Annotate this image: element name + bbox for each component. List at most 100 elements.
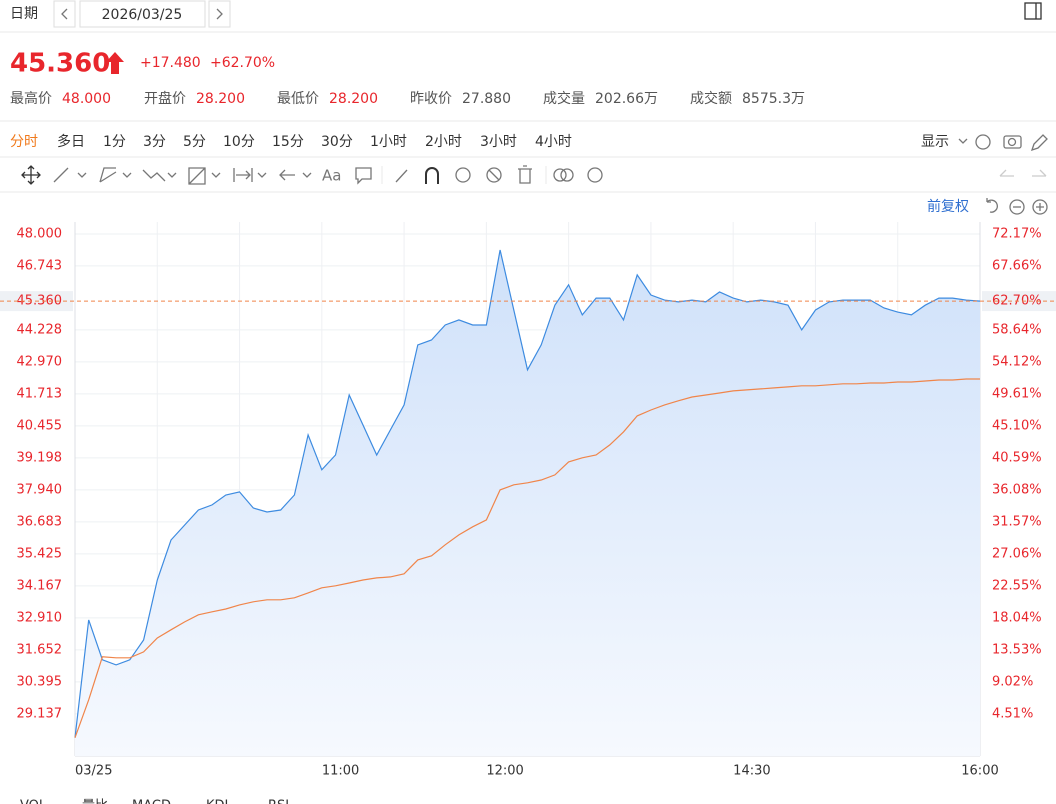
settings-icon[interactable] xyxy=(975,134,991,150)
tool-settings[interactable] xyxy=(587,167,603,183)
y-tick-label: 36.683 xyxy=(17,514,63,529)
y2-tick-label: 9.02% xyxy=(992,674,1033,689)
y2-tick-label: 49.61% xyxy=(992,386,1042,401)
reset-icon[interactable] xyxy=(986,198,998,213)
y2-tick-label: 54.12% xyxy=(992,354,1042,369)
redo[interactable] xyxy=(1032,169,1047,177)
pen-tool[interactable] xyxy=(395,169,408,183)
stat-label: 最低价 xyxy=(277,91,319,107)
up-arrow xyxy=(106,52,124,74)
zoom-out[interactable] xyxy=(1009,199,1025,215)
y-tick-label: 48.000 xyxy=(17,226,63,241)
chart: 48.000 46.743 45.360 44.228 42.970 41.713 40.4… xyxy=(0,222,1056,779)
period-tab[interactable]: 4小时 xyxy=(535,134,572,150)
period-tab[interactable]: 1小时 xyxy=(370,134,407,150)
y2-tick-label: 36.08% xyxy=(992,482,1042,497)
date: 2026/03/25 xyxy=(102,7,183,23)
period-tab[interactable]: 1分 xyxy=(103,134,126,150)
indicator-tab[interactable]: MACD xyxy=(132,799,171,804)
y-tick-label: 35.425 xyxy=(17,546,63,561)
magnet-tool[interactable] xyxy=(425,167,439,184)
arrow-tool[interactable] xyxy=(279,169,295,181)
stat-value: 27.880 xyxy=(462,91,511,107)
period-tab[interactable]: 15分 xyxy=(272,134,304,150)
drawing-tools: Aa xyxy=(21,165,1047,185)
camera-lens xyxy=(1007,137,1017,147)
y2-tick-label: 45.10% xyxy=(992,418,1042,433)
indicator-tab[interactable]: 量比 xyxy=(82,799,108,804)
period-tab[interactable]: 3小时 xyxy=(480,134,517,150)
lock-tool[interactable] xyxy=(455,167,471,183)
stats: 最高价 48.000 开盘价 28.200 最低价 28.200 昨收价 27.880 成交量 2… xyxy=(10,90,805,107)
panel-toggle[interactable] xyxy=(1024,2,1042,20)
period-tab[interactable]: 多日 xyxy=(57,133,85,150)
stat-value: 28.200 xyxy=(196,91,245,107)
y2-tick-label: 58.64% xyxy=(992,322,1042,337)
plus xyxy=(1036,203,1044,211)
stat-label: 成交额 xyxy=(690,90,732,107)
period-tab[interactable]: 30分 xyxy=(321,134,353,150)
period-tab[interactable]: 3分 xyxy=(143,134,166,150)
stat-label: 成交量 xyxy=(543,90,585,107)
indicator-tab[interactable]: VOL xyxy=(20,799,47,804)
stat-label: 昨收价 xyxy=(410,91,452,107)
chevron xyxy=(958,138,968,144)
x-tick-label: 11:00 xyxy=(322,764,359,779)
compare-tool[interactable] xyxy=(553,168,567,182)
indicator-tab[interactable]: KDJ xyxy=(206,799,228,804)
chevron xyxy=(211,172,221,178)
line-tool[interactable] xyxy=(53,167,69,183)
period-tab[interactable]: 2小时 xyxy=(425,134,462,150)
y2-tick-label: 22.55% xyxy=(992,578,1042,593)
y-tick-label: 37.940 xyxy=(17,482,63,497)
delete-tool[interactable] xyxy=(518,165,532,184)
indicator-tabs: VOL 量比 MACD KDJ RSI xyxy=(20,799,289,804)
chevron xyxy=(302,172,312,178)
prev-day[interactable] xyxy=(53,0,76,28)
y2-tick-label: 31.57% xyxy=(992,514,1042,529)
note-tool[interactable] xyxy=(355,167,372,185)
prev-arrow xyxy=(61,8,68,20)
y2-tick-label: 67.66% xyxy=(992,258,1042,273)
average-line xyxy=(74,378,980,738)
price-line xyxy=(74,249,981,738)
stat-value: 28.200 xyxy=(329,91,378,107)
camera-icon[interactable] xyxy=(1003,135,1022,149)
adjust-mode[interactable]: 前复权 xyxy=(927,198,969,215)
channel-tool[interactable] xyxy=(99,167,117,183)
chevron xyxy=(167,172,177,178)
date-box[interactable] xyxy=(79,0,206,28)
text-tool[interactable]: Aa xyxy=(322,167,341,185)
measure-tool[interactable] xyxy=(233,168,253,182)
date-label: 日期 xyxy=(10,6,38,22)
zoom-in[interactable] xyxy=(1032,199,1048,215)
hide-tool[interactable] xyxy=(486,167,502,183)
y-tick-label: 32.910 xyxy=(17,610,63,625)
wave-tool[interactable] xyxy=(142,169,166,182)
move-tool[interactable] xyxy=(21,165,41,185)
fib-tool[interactable] xyxy=(188,167,206,185)
x-tick-label: 14:30 xyxy=(733,764,770,779)
indicator-tab[interactable]: RSI xyxy=(268,799,289,804)
chevron xyxy=(257,172,267,178)
next-day[interactable] xyxy=(208,0,231,28)
undo[interactable] xyxy=(999,169,1014,177)
pencil-icon[interactable] xyxy=(1030,134,1048,152)
y-tick-label: 31.652 xyxy=(17,642,63,657)
x-tick-label: 12:00 xyxy=(486,764,523,779)
y-tick-label: 41.713 xyxy=(17,386,63,401)
y2-tick-label: 18.04% xyxy=(992,610,1042,625)
y-tick-label: 34.167 xyxy=(17,578,63,593)
change-pct: +62.70% xyxy=(210,55,275,71)
period-tab[interactable]: 分时 xyxy=(10,134,38,150)
hide-slash xyxy=(488,169,500,181)
period-tab[interactable]: 10分 xyxy=(223,134,255,150)
chevron xyxy=(77,172,87,178)
y-tick-label: 39.198 xyxy=(17,450,63,465)
price: 45.360 xyxy=(10,49,110,79)
stat-value: 202.66万 xyxy=(595,91,658,107)
display-menu[interactable]: 显示 xyxy=(921,134,949,150)
period-tab[interactable]: 5分 xyxy=(183,134,206,150)
